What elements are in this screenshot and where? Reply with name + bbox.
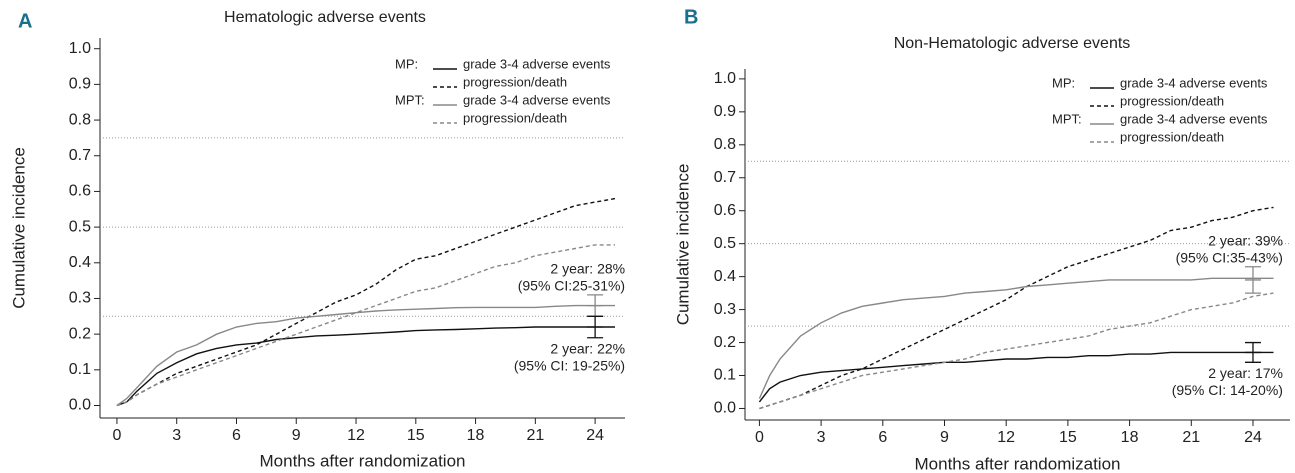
chart-title: Non-Hematologic adverse events <box>894 35 1131 52</box>
series-line <box>758 277 1274 399</box>
y-tick-label: 0.8 <box>69 111 91 128</box>
y-axis-label: Cumulative incidence <box>9 147 28 309</box>
x-tick-label: 6 <box>232 427 241 444</box>
series-line <box>758 351 1274 403</box>
legend-label: progression/death <box>463 110 567 125</box>
series-line <box>116 326 615 407</box>
x-tick-label: 12 <box>997 429 1015 446</box>
x-tick-label: 21 <box>1182 429 1200 446</box>
annotation: 2 year: 39% <box>1208 232 1283 248</box>
x-tick-label: 15 <box>1059 429 1077 446</box>
y-tick-label: 0.2 <box>714 334 736 351</box>
y-tick-label: 1.0 <box>69 40 91 57</box>
y-tick-label: 0.8 <box>714 136 736 153</box>
series-line <box>116 304 615 407</box>
y-tick-label: 0.3 <box>714 301 736 318</box>
legend-label: progression/death <box>1120 129 1224 144</box>
x-tick-label: 9 <box>292 427 301 444</box>
x-tick-label: 9 <box>940 429 949 446</box>
x-tick-label: 24 <box>586 427 604 444</box>
x-axis-label: Months after randomization <box>260 451 466 470</box>
x-axis-label: Months after randomization <box>915 454 1121 473</box>
x-tick-label: 0 <box>112 427 121 444</box>
legend-label: grade 3-4 adverse events <box>1120 111 1268 126</box>
y-axis-label: Cumulative incidence <box>673 164 692 326</box>
annotation: 2 year: 17% <box>1208 365 1283 381</box>
y-tick-label: 1.0 <box>714 70 736 87</box>
legend-group: MP: <box>395 56 418 71</box>
y-tick-label: 0.5 <box>714 235 736 252</box>
annotation: 2 year: 22% <box>550 340 625 356</box>
panel-label: B <box>684 6 698 28</box>
x-tick-label: 18 <box>1121 429 1139 446</box>
legend-group: MP: <box>1052 75 1075 90</box>
y-tick-label: 0.7 <box>714 169 736 186</box>
y-tick-label: 0.7 <box>69 147 91 164</box>
x-tick-label: 21 <box>526 427 544 444</box>
x-tick-label: 24 <box>1244 429 1262 446</box>
legend-group: MPT: <box>1052 111 1082 126</box>
x-tick-label: 6 <box>878 429 887 446</box>
y-tick-label: 0.1 <box>714 367 736 384</box>
annotation: 2 year: 28% <box>550 261 625 277</box>
y-tick-label: 0.6 <box>714 202 736 219</box>
legend-group: MPT: <box>395 92 425 107</box>
legend-label: grade 3-4 adverse events <box>463 56 611 71</box>
legend-label: grade 3-4 adverse events <box>1120 75 1268 90</box>
annotation: (95% CI: 14-20%) <box>1172 382 1283 398</box>
y-tick-label: 0.0 <box>69 397 91 414</box>
y-tick-label: 0.5 <box>69 218 91 235</box>
legend-label: progression/death <box>1120 93 1224 108</box>
x-tick-label: 15 <box>407 427 425 444</box>
y-tick-label: 0.2 <box>69 325 91 342</box>
x-tick-label: 0 <box>755 429 764 446</box>
series-line <box>759 206 1274 410</box>
series-line <box>116 197 616 407</box>
series-line <box>116 244 615 407</box>
annotation: (95% CI:35-43%) <box>1176 249 1283 265</box>
chart-title: Hematologic adverse events <box>224 9 426 26</box>
x-tick-label: 3 <box>172 427 181 444</box>
annotation: (95% CI:25-31%) <box>518 278 625 294</box>
y-tick-label: 0.0 <box>714 400 736 417</box>
y-tick-label: 0.4 <box>714 268 736 285</box>
y-tick-label: 0.9 <box>714 103 736 120</box>
panel-label: A <box>18 10 32 32</box>
annotation: (95% CI: 19-25%) <box>514 357 625 373</box>
legend-label: progression/death <box>463 74 567 89</box>
y-tick-label: 0.6 <box>69 183 91 200</box>
y-tick-label: 0.3 <box>69 290 91 307</box>
y-tick-label: 0.1 <box>69 361 91 378</box>
x-tick-label: 18 <box>467 427 485 444</box>
series-line <box>759 292 1274 410</box>
y-tick-label: 0.9 <box>69 76 91 93</box>
x-tick-label: 12 <box>347 427 365 444</box>
y-tick-label: 0.4 <box>69 254 91 271</box>
x-tick-label: 3 <box>817 429 826 446</box>
legend-label: grade 3-4 adverse events <box>463 92 611 107</box>
